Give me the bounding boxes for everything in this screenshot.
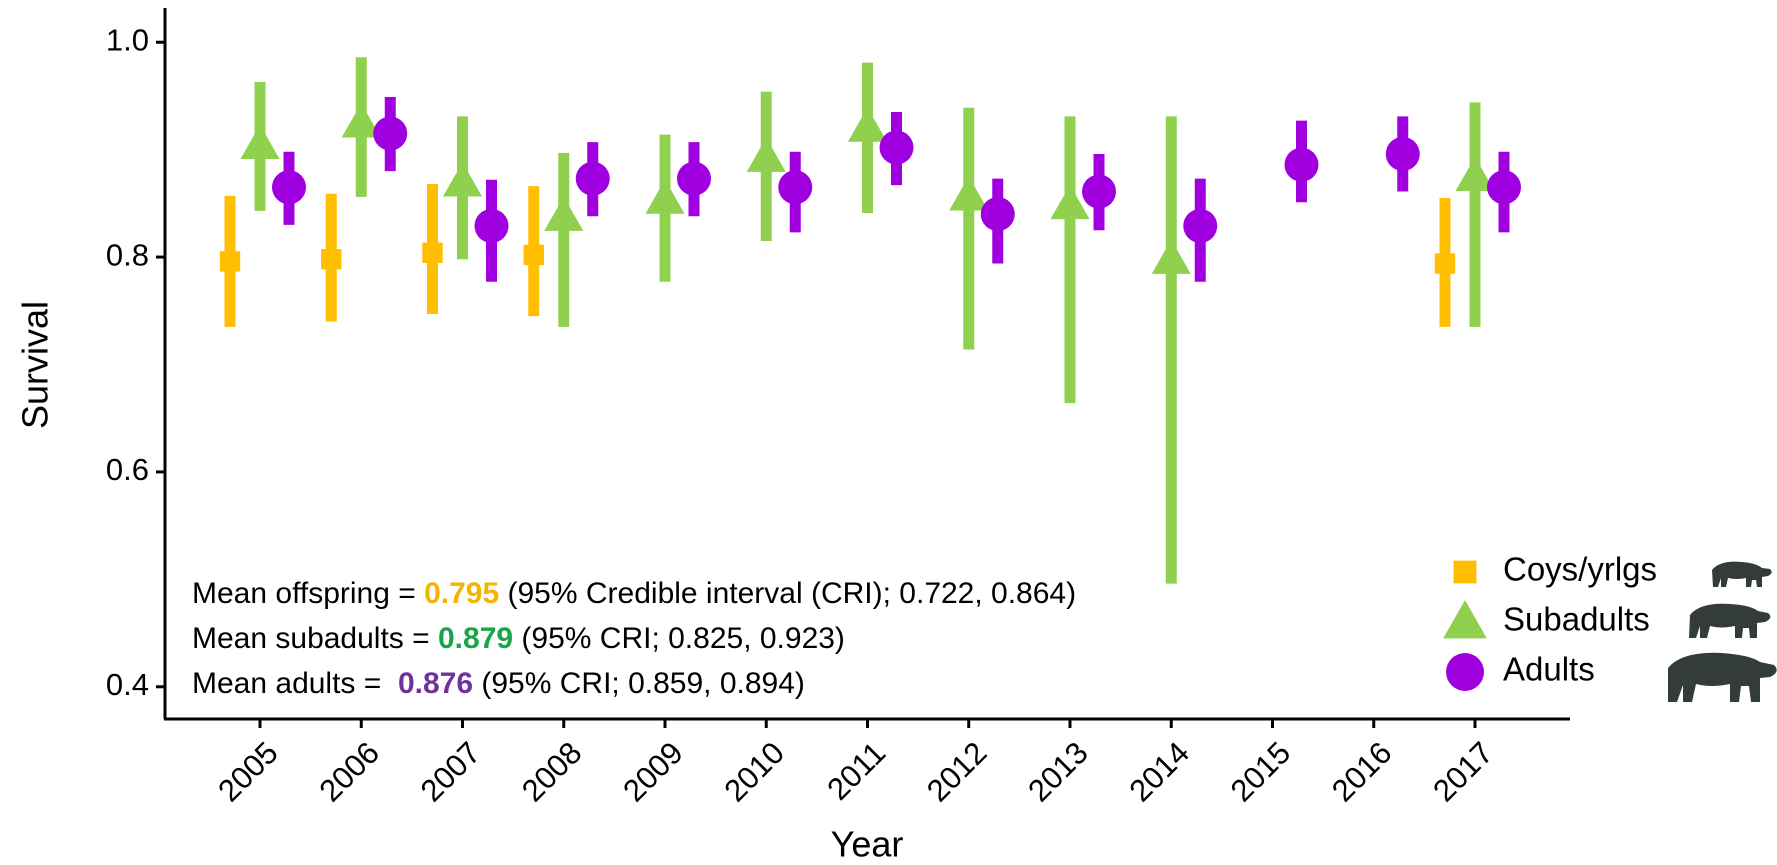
- annotation-suffix: (95% Credible interval (CRI); 0.722, 0.8…: [499, 577, 1076, 610]
- point: [240, 125, 279, 159]
- annotation-prefix: Mean adults =: [192, 667, 398, 700]
- point: [747, 138, 786, 172]
- x-tick-label: 2007: [414, 735, 488, 809]
- point: [1454, 561, 1477, 584]
- x-tick-label: 2011: [820, 735, 892, 807]
- x-tick-label: 2005: [211, 735, 285, 809]
- point: [475, 209, 509, 243]
- point: [1386, 137, 1420, 171]
- legend-label: Adults: [1503, 651, 1595, 688]
- point: [1082, 175, 1116, 209]
- point: [544, 197, 583, 231]
- point: [576, 162, 610, 196]
- point: [321, 249, 341, 269]
- x-tick-label: 2010: [717, 735, 791, 809]
- annotation-value: 0.876: [398, 667, 473, 700]
- y-tick-label: 0.4: [106, 667, 149, 702]
- annotation-suffix: (95% CRI; 0.859, 0.894): [473, 667, 805, 700]
- point: [220, 251, 240, 271]
- point: [1152, 240, 1191, 274]
- point: [1443, 600, 1487, 638]
- point: [1446, 653, 1484, 691]
- annotation: Mean subadults = 0.879 (95% CRI; 0.825, …: [192, 622, 845, 655]
- x-tick-label: 2015: [1224, 735, 1298, 809]
- point: [1487, 170, 1521, 204]
- point: [524, 245, 544, 265]
- x-axis-label: Year: [831, 824, 904, 865]
- x-tick-label: 2013: [1021, 735, 1095, 809]
- annotation-prefix: Mean offspring =: [192, 577, 424, 610]
- point: [949, 176, 988, 210]
- point: [1435, 253, 1455, 273]
- x-tick-label: 2012: [920, 735, 994, 809]
- point: [422, 243, 442, 263]
- x-tick-label: 2008: [515, 735, 589, 809]
- y-tick-label: 0.8: [106, 237, 149, 272]
- annotation-value: 0.879: [438, 622, 513, 655]
- chart: Survival Year 0.4 0.6 0.8 1.0 2005 2006 2007 20…: [0, 0, 1777, 865]
- point: [272, 170, 306, 204]
- y-tick-label: 0.6: [106, 452, 149, 487]
- point: [981, 197, 1015, 231]
- x-tick-label: 2017: [1426, 735, 1500, 809]
- annotation-suffix: (95% CRI; 0.825, 0.923): [513, 622, 845, 655]
- legend-label: Subadults: [1503, 601, 1650, 638]
- annotation-prefix: Mean subadults =: [192, 622, 438, 655]
- x-tick-label: 2009: [616, 735, 690, 809]
- point: [848, 108, 887, 142]
- point: [373, 117, 407, 151]
- point: [677, 162, 711, 196]
- legend-label: Coys/yrlgs: [1503, 551, 1657, 588]
- point: [1183, 209, 1217, 243]
- x-tick-label: 2014: [1122, 735, 1196, 809]
- annotation-value: 0.795: [424, 577, 499, 610]
- y-axis-label: Survival: [15, 301, 56, 429]
- point: [1285, 148, 1319, 182]
- x-tick-label: 2016: [1325, 735, 1399, 809]
- annotation: Mean offspring = 0.795 (95% Credible int…: [192, 577, 1076, 610]
- point: [778, 170, 812, 204]
- bear-icons: [1668, 562, 1777, 702]
- annotation: Mean adults = 0.876 (95% CRI; 0.859, 0.8…: [192, 667, 805, 700]
- point: [880, 131, 914, 165]
- y-tick-label: 1.0: [106, 22, 149, 57]
- point: [443, 162, 482, 196]
- x-tick-label: 2006: [312, 735, 386, 809]
